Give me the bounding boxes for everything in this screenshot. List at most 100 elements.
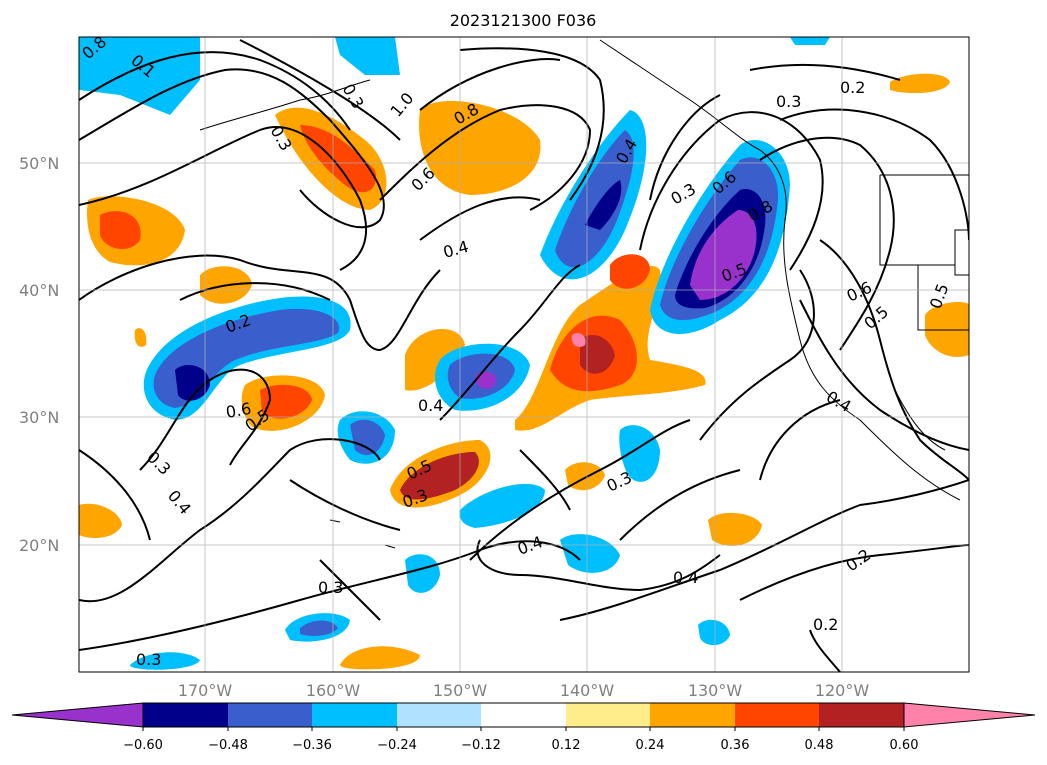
contour-line: [419, 58, 561, 111]
colorbar-segment: [650, 703, 735, 727]
colorbar-tick-label: 0.48: [805, 738, 834, 753]
map-frame: [78, 36, 970, 673]
contour-line: [649, 94, 721, 201]
map-title: 2023121300 F036: [450, 11, 597, 30]
anomaly-region: [890, 73, 950, 94]
contour-line: [79, 438, 381, 603]
coastline: [599, 39, 961, 501]
colorbar: −0.60 −0.48 −0.36 −0.24 −0.12 0.12 0.24 …: [11, 702, 1036, 753]
colorbar-tick-label: 0.24: [636, 738, 665, 753]
contour-line: [79, 126, 368, 271]
contour-line: [459, 47, 605, 201]
contour-line: [699, 269, 815, 441]
contour-line: [79, 540, 581, 651]
anomaly-region: [419, 101, 541, 195]
anomaly-region: [405, 554, 440, 593]
contour-line: [469, 419, 691, 561]
contour-line: [759, 399, 841, 481]
lon-label-130w: 130°W: [688, 681, 743, 700]
contour-line: [439, 264, 581, 421]
anomaly-region: [300, 125, 376, 193]
contour-line: [559, 479, 969, 621]
anomaly-region: [405, 328, 465, 391]
map-panel: 0.8 0.1 1.0 0.8 0.3 0.6 0.4 0.4 0.3 0.6 …: [78, 36, 970, 673]
contour-line: [639, 111, 824, 271]
colorbar-segment: [228, 703, 312, 727]
coastline: [199, 79, 371, 131]
anomaly-region: [459, 483, 545, 528]
colorbar-tick-label: −0.48: [208, 738, 248, 753]
anomaly-region: [350, 419, 385, 455]
colorbar-segment: [143, 703, 228, 727]
contour-line: [476, 539, 721, 592]
coastline: [954, 229, 969, 276]
anomaly-region: [690, 210, 757, 300]
anomaly-region: [175, 365, 210, 401]
anomaly-region: [619, 425, 660, 482]
anomaly-region: [300, 620, 338, 636]
anomaly-region: [555, 130, 634, 268]
contour-line: [79, 449, 151, 541]
contour-label: 0.3: [136, 650, 161, 669]
contour-label: 0.4: [673, 568, 698, 587]
latitude-labels: 50°N 40°N 30°N 20°N: [19, 154, 59, 555]
lon-label-150w: 150°W: [433, 681, 488, 700]
colorbar-tick-label: −0.60: [123, 738, 163, 753]
anomaly-region: [79, 503, 122, 538]
anomaly-region: [130, 652, 200, 670]
colorbar-segment: [312, 703, 397, 727]
lon-label-160w: 160°W: [306, 681, 361, 700]
anomaly-region: [708, 512, 762, 546]
contour-line: [79, 51, 351, 131]
longitude-labels: 170°W 160°W 150°W 140°W 130°W 120°W: [178, 681, 870, 700]
anomaly-region: [79, 37, 200, 115]
anomaly-region: [134, 328, 147, 347]
colorbar-tick-label: 0.60: [890, 738, 919, 753]
contour-label: 0.2: [840, 78, 865, 97]
contour-line: [419, 196, 541, 241]
colorbar-segment: [735, 703, 819, 727]
lon-label-140w: 140°W: [560, 681, 615, 700]
contour-label: 0.3: [318, 578, 343, 597]
contour-lines: [79, 39, 969, 672]
lon-label-120w: 120°W: [815, 681, 870, 700]
lat-label-50n: 50°N: [19, 154, 59, 173]
anomaly-region: [580, 335, 615, 374]
anomaly-region: [698, 619, 730, 646]
colorbar-tick-label: 0.12: [552, 738, 581, 753]
contour-line: [79, 254, 441, 352]
contour-line: [809, 629, 841, 672]
contour-label: 0.4: [418, 396, 443, 415]
colorbar-tick-label: −0.12: [461, 738, 501, 753]
lat-label-40n: 40°N: [19, 281, 59, 300]
colorbar-extend-low: [11, 702, 144, 728]
colorbar-tick-label: −0.36: [292, 738, 332, 753]
anomaly-region: [260, 384, 312, 419]
anomaly-region: [571, 333, 586, 347]
colorbar-segment: [481, 703, 566, 727]
colorbar-segment: [397, 703, 481, 727]
colorbar-segment: [566, 703, 650, 727]
lat-label-30n: 30°N: [19, 408, 59, 427]
coastline: [917, 265, 969, 331]
colorbar-tick-label: 0.36: [721, 738, 750, 753]
gridlines: [79, 37, 969, 672]
anomaly-region: [340, 646, 420, 670]
colorbar-extend-high: [903, 702, 1036, 728]
anomaly-region: [335, 37, 400, 75]
contour-line: [139, 368, 272, 471]
contour-line: [739, 544, 969, 601]
coastline: [329, 519, 341, 523]
contour-line: [779, 108, 969, 241]
lat-label-20n: 20°N: [19, 536, 59, 555]
coastlines: [199, 39, 969, 549]
colorbar-frame: [142, 702, 905, 728]
anomaly-region: [790, 37, 830, 45]
anomaly-region: [610, 254, 650, 289]
colorbar-segment: [819, 703, 904, 727]
contour-line: [79, 68, 385, 229]
contour-line: [819, 239, 969, 481]
coastline: [894, 389, 946, 451]
contour-line: [379, 104, 592, 211]
